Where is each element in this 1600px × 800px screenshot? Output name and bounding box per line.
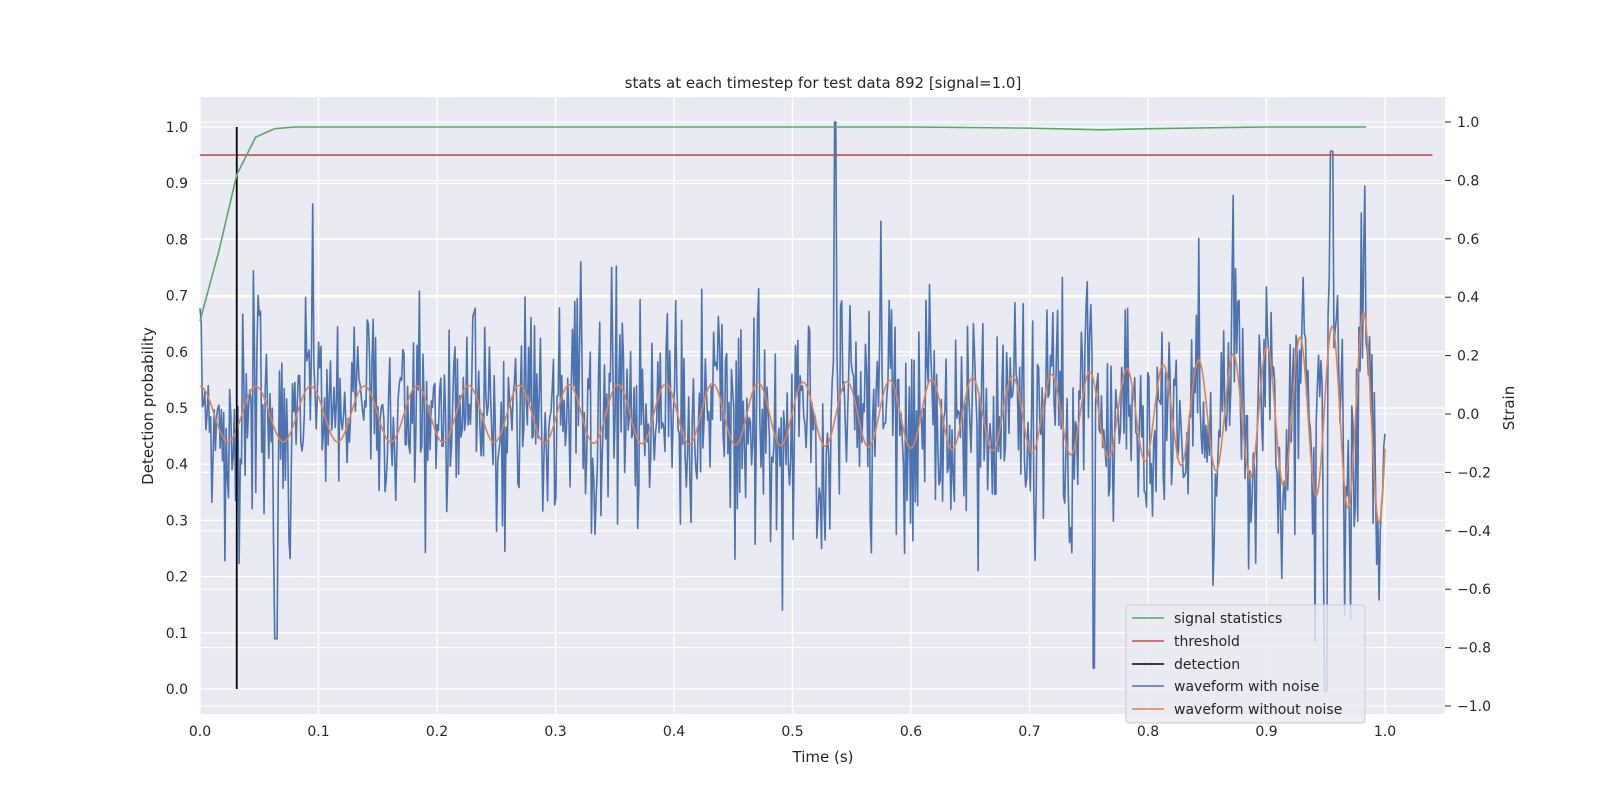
- right-tick-label: −0.8: [1457, 641, 1491, 657]
- x-tick-label: 0.5: [781, 724, 803, 740]
- x-tick-label: 0.1: [307, 724, 329, 740]
- legend-label: waveform without noise: [1174, 702, 1342, 718]
- legend-entry-threshold: threshold: [1132, 634, 1240, 650]
- legend: signal statistics threshold detection wa…: [1125, 604, 1366, 724]
- x-tick-label: 1.0: [1374, 724, 1396, 740]
- right-tick-label: 0.6: [1457, 232, 1479, 248]
- legend-box: [1125, 604, 1366, 724]
- left-tick-label: 0.5: [166, 401, 188, 417]
- right-axis-ticks: −1.0 −0.8 −0.6 −0.4 −0.2 0.0 0.2 0.4 0.6 0.8 1.0: [1445, 115, 1491, 715]
- right-tick-label: 1.0: [1457, 115, 1479, 131]
- waveform-without-noise-line: [199, 311, 1386, 524]
- legend-entry-detection: detection: [1132, 657, 1240, 673]
- left-tick-label: 0.0: [166, 682, 188, 698]
- legend-label: detection: [1174, 657, 1240, 673]
- legend-label: threshold: [1174, 634, 1240, 650]
- x-tick-label: 0.9: [1255, 724, 1277, 740]
- left-axis-label: Detection probability: [139, 327, 157, 485]
- right-tick-label: −1.0: [1457, 699, 1491, 715]
- waveform-with-noise-line: [199, 121, 1386, 693]
- x-tick-label: 0.2: [426, 724, 448, 740]
- x-tick-label: 0.4: [663, 724, 685, 740]
- left-tick-label: 0.3: [166, 513, 188, 529]
- legend-entry-waveform-with-noise: waveform with noise: [1132, 679, 1319, 695]
- x-tick-label: 0.3: [544, 724, 566, 740]
- left-tick-label: 0.4: [166, 457, 188, 473]
- legend-label: signal statistics: [1174, 611, 1282, 627]
- x-axis-ticks: 0.0 0.1 0.2 0.3 0.4 0.5 0.6 0.7 0.8 0.9 1.0: [189, 724, 1396, 740]
- right-axis-label: Strain: [1500, 386, 1518, 430]
- x-tick-label: 0.7: [1018, 724, 1040, 740]
- right-tick-label: 0.4: [1457, 290, 1479, 306]
- right-tick-label: −0.2: [1457, 465, 1491, 481]
- left-axis-ticks: 0.0 0.1 0.2 0.3 0.4 0.5 0.6 0.7 0.8 0.9 1.0: [166, 120, 188, 698]
- left-tick-label: 0.1: [166, 626, 188, 642]
- right-tick-label: 0.2: [1457, 349, 1479, 365]
- x-tick-label: 0.0: [189, 724, 211, 740]
- left-tick-label: 0.7: [166, 289, 188, 305]
- legend-entry-signal-statistics: signal statistics: [1132, 611, 1282, 627]
- right-tick-label: −0.6: [1457, 582, 1491, 598]
- signal-statistics-line: [199, 126, 1367, 322]
- legend-label: waveform with noise: [1174, 679, 1319, 695]
- left-tick-label: 0.2: [166, 570, 188, 586]
- left-tick-label: 0.6: [166, 345, 188, 361]
- legend-entry-waveform-without-noise: waveform without noise: [1132, 702, 1342, 718]
- plot-area: [199, 121, 1433, 693]
- right-tick-label: 0.8: [1457, 173, 1479, 189]
- x-tick-label: 0.8: [1137, 724, 1159, 740]
- left-tick-label: 1.0: [166, 120, 188, 136]
- left-tick-label: 0.8: [166, 232, 188, 248]
- x-axis-label: Time (s): [792, 748, 854, 766]
- right-tick-label: −0.4: [1457, 524, 1491, 540]
- left-tick-label: 0.9: [166, 176, 188, 192]
- chart-title: stats at each timestep for test data 892…: [625, 74, 1022, 92]
- x-tick-label: 0.6: [900, 724, 922, 740]
- right-tick-label: 0.0: [1457, 407, 1479, 423]
